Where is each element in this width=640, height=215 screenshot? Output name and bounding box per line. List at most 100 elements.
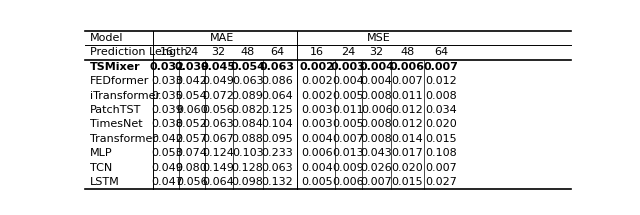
- Text: LSTM: LSTM: [90, 177, 120, 187]
- Text: 0.027: 0.027: [425, 177, 457, 187]
- Text: 0.004: 0.004: [361, 76, 392, 86]
- Text: 0.049: 0.049: [202, 76, 234, 86]
- Text: 0.064: 0.064: [202, 177, 234, 187]
- Text: 0.149: 0.149: [202, 163, 234, 173]
- Text: MSE: MSE: [367, 33, 391, 43]
- Text: 0.057: 0.057: [176, 134, 207, 144]
- Text: 0.004: 0.004: [359, 62, 394, 72]
- Text: 0.011: 0.011: [392, 91, 423, 101]
- Text: 64: 64: [434, 47, 448, 57]
- Text: 0.008: 0.008: [361, 119, 392, 129]
- Text: 0.233: 0.233: [262, 148, 293, 158]
- Text: 0.002: 0.002: [301, 76, 333, 86]
- Text: 0.003: 0.003: [301, 119, 333, 129]
- Text: 0.006: 0.006: [301, 148, 333, 158]
- Text: 0.072: 0.072: [202, 91, 234, 101]
- Text: 0.038: 0.038: [151, 119, 182, 129]
- Text: 0.103: 0.103: [232, 148, 264, 158]
- Text: 0.012: 0.012: [392, 119, 423, 129]
- Text: 0.033: 0.033: [151, 76, 182, 86]
- Text: FEDformer: FEDformer: [90, 76, 149, 86]
- Text: 0.060: 0.060: [176, 105, 207, 115]
- Text: 0.047: 0.047: [151, 177, 183, 187]
- Text: 0.007: 0.007: [425, 163, 457, 173]
- Text: 64: 64: [270, 47, 284, 57]
- Text: 0.098: 0.098: [232, 177, 264, 187]
- Text: 0.011: 0.011: [332, 105, 364, 115]
- Text: 0.020: 0.020: [392, 163, 423, 173]
- Text: 0.054: 0.054: [230, 62, 265, 72]
- Text: 0.043: 0.043: [361, 148, 392, 158]
- Text: 0.005: 0.005: [332, 119, 364, 129]
- Text: 32: 32: [369, 47, 383, 57]
- Text: 0.045: 0.045: [200, 62, 236, 72]
- Text: 0.008: 0.008: [361, 134, 392, 144]
- Text: MAE: MAE: [210, 33, 234, 43]
- Text: 0.104: 0.104: [262, 119, 293, 129]
- Text: 0.008: 0.008: [425, 91, 457, 101]
- Text: 0.012: 0.012: [425, 76, 457, 86]
- Text: 0.006: 0.006: [332, 177, 364, 187]
- Text: 16: 16: [160, 47, 174, 57]
- Text: 0.132: 0.132: [262, 177, 293, 187]
- Text: Model: Model: [90, 33, 124, 43]
- Text: 0.015: 0.015: [425, 134, 457, 144]
- Text: 32: 32: [211, 47, 225, 57]
- Text: 0.089: 0.089: [232, 91, 264, 101]
- Text: 0.054: 0.054: [176, 91, 207, 101]
- Text: 0.088: 0.088: [232, 134, 264, 144]
- Text: Transformer: Transformer: [90, 134, 157, 144]
- Text: 0.004: 0.004: [332, 76, 364, 86]
- Text: 0.084: 0.084: [232, 119, 264, 129]
- Text: 0.067: 0.067: [202, 134, 234, 144]
- Text: 0.052: 0.052: [176, 119, 207, 129]
- Text: 0.005: 0.005: [301, 177, 333, 187]
- Text: TimesNet: TimesNet: [90, 119, 143, 129]
- Text: Prediction Length: Prediction Length: [90, 47, 188, 57]
- Text: 0.042: 0.042: [175, 76, 207, 86]
- Text: 0.012: 0.012: [392, 105, 423, 115]
- Text: 0.064: 0.064: [262, 91, 293, 101]
- Text: 0.056: 0.056: [202, 105, 234, 115]
- Text: 0.049: 0.049: [151, 163, 183, 173]
- Text: 0.063: 0.063: [202, 119, 234, 129]
- Text: 24: 24: [184, 47, 199, 57]
- Text: 48: 48: [400, 47, 415, 57]
- Text: 0.095: 0.095: [262, 134, 293, 144]
- Text: 0.063: 0.063: [262, 163, 293, 173]
- Text: 0.124: 0.124: [202, 148, 234, 158]
- Text: 0.003: 0.003: [330, 62, 365, 72]
- Text: 0.039: 0.039: [174, 62, 209, 72]
- Text: 0.004: 0.004: [301, 134, 333, 144]
- Text: 24: 24: [340, 47, 355, 57]
- Text: 0.128: 0.128: [232, 163, 264, 173]
- Text: 0.009: 0.009: [332, 163, 364, 173]
- Text: 0.034: 0.034: [425, 105, 457, 115]
- Text: 0.006: 0.006: [361, 105, 392, 115]
- Text: 0.035: 0.035: [151, 91, 182, 101]
- Text: 0.039: 0.039: [151, 105, 182, 115]
- Text: TSMixer: TSMixer: [90, 62, 141, 72]
- Text: 0.017: 0.017: [392, 148, 423, 158]
- Text: 0.006: 0.006: [390, 62, 425, 72]
- Text: MLP: MLP: [90, 148, 113, 158]
- Text: TCN: TCN: [90, 163, 112, 173]
- Text: 0.005: 0.005: [332, 91, 364, 101]
- Text: 0.002: 0.002: [301, 91, 333, 101]
- Text: PatchTST: PatchTST: [90, 105, 141, 115]
- Text: 0.056: 0.056: [176, 177, 207, 187]
- Text: 0.026: 0.026: [361, 163, 392, 173]
- Text: 0.108: 0.108: [425, 148, 457, 158]
- Text: 0.020: 0.020: [425, 119, 457, 129]
- Text: 16: 16: [310, 47, 324, 57]
- Text: 0.082: 0.082: [232, 105, 264, 115]
- Text: 0.014: 0.014: [392, 134, 423, 144]
- Text: 48: 48: [241, 47, 255, 57]
- Text: 0.063: 0.063: [232, 76, 264, 86]
- Text: 0.086: 0.086: [262, 76, 293, 86]
- Text: 0.042: 0.042: [151, 134, 183, 144]
- Text: 0.002: 0.002: [300, 62, 335, 72]
- Text: 0.013: 0.013: [332, 148, 364, 158]
- Text: 0.007: 0.007: [361, 177, 392, 187]
- Text: 0.003: 0.003: [301, 105, 333, 115]
